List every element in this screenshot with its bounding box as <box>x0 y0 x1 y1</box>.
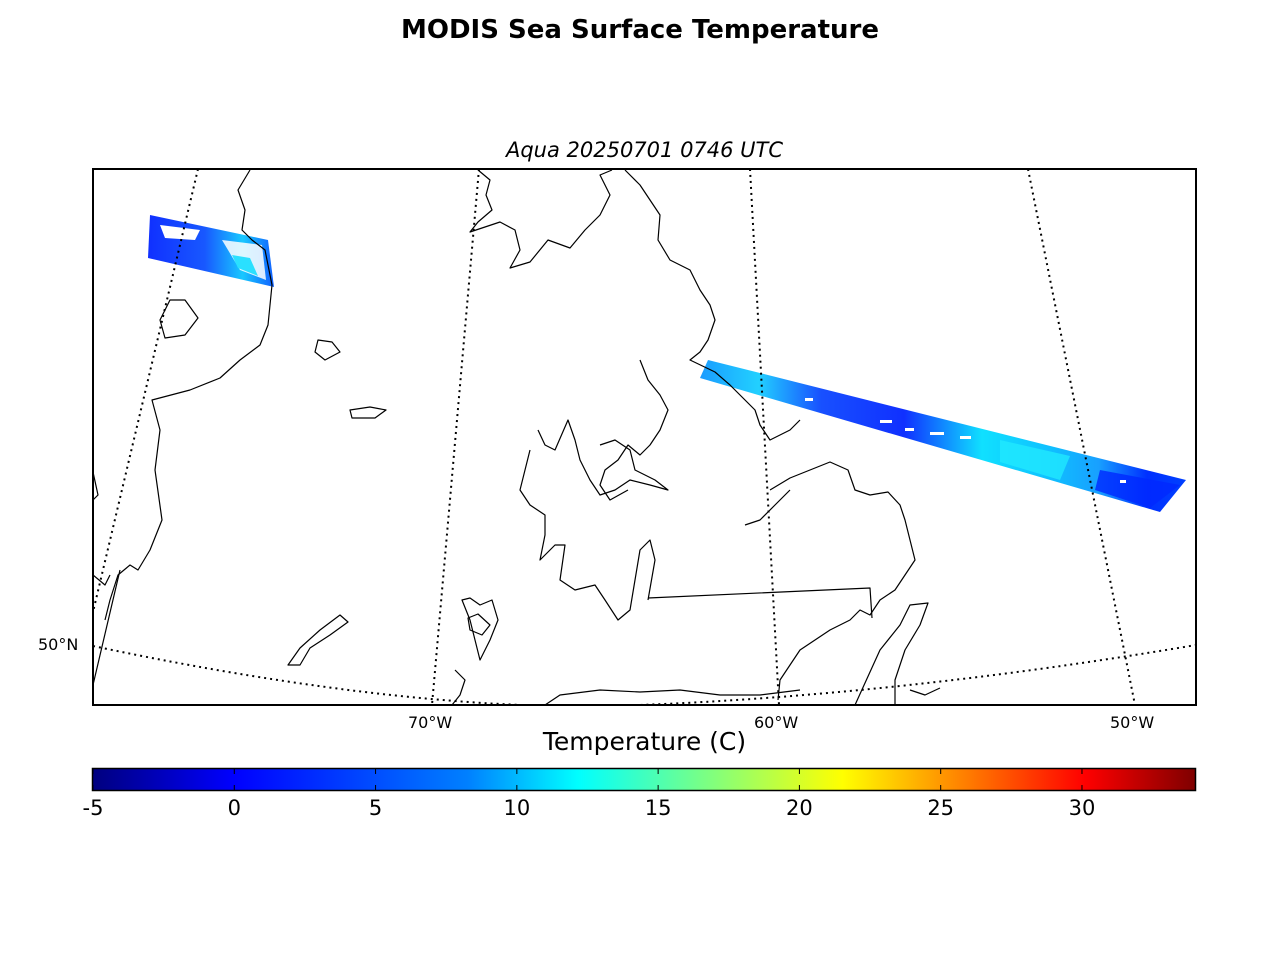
colorbar-tick-label: 25 <box>927 796 955 820</box>
colorbar-tick-label: 15 <box>644 796 672 820</box>
lon-label-50w: 50°W <box>1110 713 1155 732</box>
lon-label-70w: 70°W <box>408 713 453 732</box>
graticule <box>93 169 1196 705</box>
colorbar-label: Temperature (C) <box>542 727 747 756</box>
colorbar-fill <box>93 769 1195 790</box>
map-subtitle: Aqua 20250701 0746 UTC <box>505 138 784 162</box>
colorbar-border <box>91 767 1197 792</box>
map-border <box>92 168 1197 706</box>
sst-swath-east <box>700 360 1186 512</box>
colorbar-tick-label: 20 <box>786 796 813 820</box>
lon-label-60w: 60°W <box>754 713 799 732</box>
sst-swath-west <box>148 215 274 287</box>
coastlines <box>93 169 941 705</box>
colorbar-tick-label: 5 <box>368 796 383 820</box>
colorbar-tick-label: -5 <box>82 796 104 820</box>
colorbar-ticks <box>92 769 1083 790</box>
colorbar-tick-label: 10 <box>503 796 531 820</box>
figure-title: MODIS Sea Surface Temperature <box>401 15 879 45</box>
lat-label-50n: 50°N <box>38 635 79 654</box>
colorbar-tick-label: 0 <box>227 796 241 820</box>
colorbar-tick-label: 30 <box>1068 796 1096 820</box>
map-content <box>93 169 1196 705</box>
